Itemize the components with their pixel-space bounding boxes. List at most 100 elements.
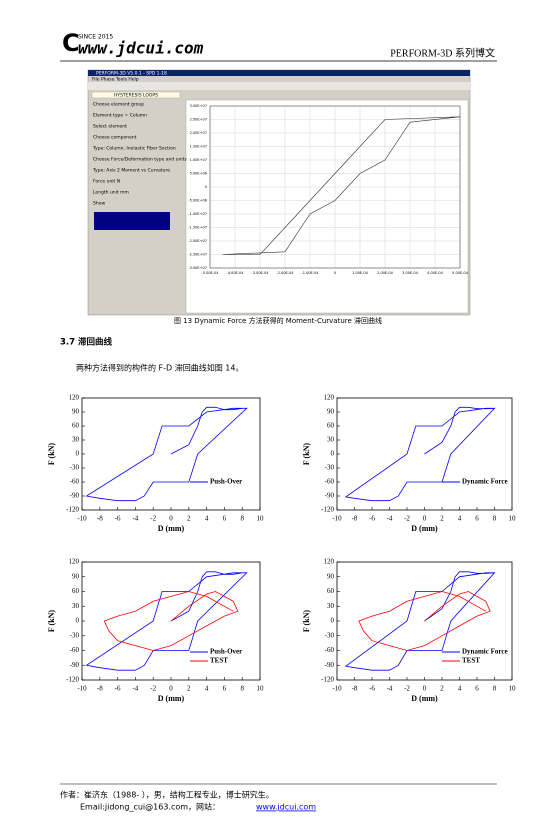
- panel-text: Element type = Column: [93, 113, 147, 119]
- x-tick-label: 8: [240, 515, 244, 523]
- x-tick-label: 4.00E-04: [427, 271, 443, 275]
- x-tick-label: 4: [458, 515, 462, 523]
- y-tick-label: -120: [321, 506, 334, 514]
- x-tick-label: -5.00E-04: [202, 271, 220, 275]
- y-tick-label: 2.00E+07: [190, 131, 207, 135]
- y-tick-label: -60: [70, 478, 80, 486]
- x-tick-label: 3.00E-04: [402, 271, 418, 275]
- x-tick-label: -4: [132, 515, 138, 523]
- legend-label: Dynamic Force: [462, 648, 508, 656]
- footer-link[interactable]: www.jdcui.com: [256, 803, 316, 812]
- x-tick-label: -2: [150, 685, 156, 693]
- x-tick-label: 8: [493, 515, 497, 523]
- x-tick-label: 0: [423, 685, 427, 693]
- panel-text: Type: Axis 2 Moment vs Curvature: [92, 168, 170, 174]
- panel-text: Select element: [93, 124, 127, 130]
- y-tick-label: 30: [72, 436, 80, 444]
- y-tick-label: 60: [327, 587, 335, 595]
- y-tick-label: -30: [325, 464, 335, 472]
- site-logo: www.jdcui.com: [78, 39, 204, 58]
- x-tick-label: 2: [440, 685, 444, 693]
- screenshot-chart: 3.00E+07 2.50E+07 2.00E+07 1.50E+07 1.00E+07…: [188, 104, 468, 275]
- x-tick-label: 10: [509, 685, 517, 693]
- caption: 图 13 Dynamic Force 方法获得的 Moment-Curvatur…: [174, 316, 382, 325]
- x-tick-label: 6: [223, 685, 227, 693]
- footer-author: 作者：崔济东（1988- ），男，结构工程专业，博士研究生。: [60, 790, 274, 800]
- legend-label: Push-Over: [210, 478, 242, 486]
- x-tick-label: -6: [369, 685, 375, 693]
- y-tick-label: 1.50E+07: [190, 145, 207, 149]
- x-tick-label: -2: [404, 685, 410, 693]
- x-tick-label: 5.00E-04: [452, 271, 468, 275]
- curve: [103, 591, 239, 651]
- x-tick-label: -10: [77, 515, 87, 523]
- y-tick-label: 90: [327, 572, 335, 580]
- x-axis-label: D (mm): [411, 524, 438, 533]
- x-axis-label: D (mm): [158, 524, 185, 533]
- y-tick-label: 0: [76, 617, 80, 625]
- y-tick-label: 120: [69, 558, 80, 566]
- since: SINCE 2015: [78, 34, 113, 41]
- x-tick-label: 4: [205, 685, 209, 693]
- x-tick-label: -4: [387, 515, 393, 523]
- plot-frame: [336, 397, 513, 511]
- x-tick-label: 0: [169, 685, 173, 693]
- x-tick-label: 8: [240, 685, 244, 693]
- y-tick-label: 30: [72, 602, 80, 610]
- plot-window: [185, 99, 469, 314]
- x-tick-label: 10: [509, 515, 517, 523]
- toolbar: [88, 82, 470, 90]
- panel-text: Type: Column, Inelastic Fiber Section: [92, 146, 176, 152]
- x-tick-label: -2: [404, 515, 410, 523]
- x-tick-label: 2: [187, 515, 191, 523]
- x-tick-label: 0: [169, 515, 173, 523]
- y-tick-label: 30: [327, 602, 335, 610]
- y-tick-label: -90: [70, 661, 80, 669]
- x-tick-label: -2.00E-04: [277, 271, 295, 275]
- title-bar: [88, 70, 470, 76]
- x-tick-label: -6: [115, 685, 121, 693]
- y-axis-label: F (kN): [47, 610, 56, 632]
- x-tick-label: -4: [132, 685, 138, 693]
- plot-frame: [336, 561, 513, 681]
- y-axis-label: F (kN): [302, 443, 311, 465]
- x-tick-label: 6: [475, 685, 479, 693]
- y-tick-label: 1.00E+07: [190, 158, 207, 162]
- y-tick-label: -30: [325, 631, 335, 639]
- y-tick-label: -90: [70, 492, 80, 500]
- y-tick-label: 5.00E+06: [190, 172, 207, 176]
- y-tick-label: -1.00E+07: [188, 212, 207, 216]
- x-tick-label: 2: [440, 515, 444, 523]
- curve: [85, 571, 248, 671]
- y-tick-label: -2.50E+07: [188, 253, 207, 257]
- legend-label: TEST: [210, 657, 228, 665]
- curve: [344, 406, 496, 502]
- x-tick-label: 1.00E-04: [352, 271, 368, 275]
- x-tick-label: -10: [77, 685, 87, 693]
- panel-text: Length unit mm: [93, 190, 129, 196]
- y-tick-label: 120: [69, 394, 80, 402]
- x-tick-label: -8: [352, 685, 358, 693]
- y-tick-label: 0: [76, 450, 80, 458]
- y-tick-label: -60: [325, 646, 335, 654]
- series-title: PERFORM-3D 系列博文: [390, 46, 495, 59]
- panel-title: HYSTERESIS LOOPS: [114, 93, 158, 99]
- window-title: PERFORM-3D V5.0.1 - SPD 1-18: [96, 71, 167, 77]
- y-tick-label: 90: [72, 408, 80, 416]
- paragraph: 两种方法得到的构件的 F-D 滞回曲线如图 14。: [76, 363, 243, 373]
- x-tick-label: -10: [332, 685, 342, 693]
- x-tick-label: 6: [223, 515, 227, 523]
- x-tick-label: 4: [458, 685, 462, 693]
- y-tick-label: -120: [321, 676, 334, 684]
- x-tick-label: 8: [493, 685, 497, 693]
- y-axis-label: F (kN): [302, 610, 311, 632]
- y-tick-label: -90: [325, 492, 335, 500]
- x-tick-label: -8: [97, 685, 103, 693]
- y-tick-label: 60: [327, 422, 335, 430]
- x-tick-label: -8: [97, 515, 103, 523]
- y-tick-label: -120: [66, 506, 79, 514]
- section-heading: 3.7 滞回曲线: [60, 337, 113, 348]
- y-tick-label: 60: [72, 422, 80, 430]
- x-tick-label: 6: [475, 515, 479, 523]
